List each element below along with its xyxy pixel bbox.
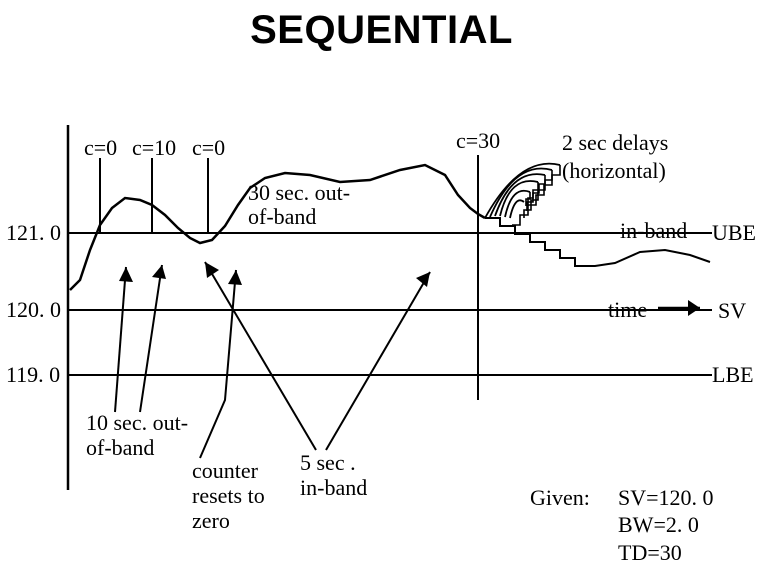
time-label: time xyxy=(608,297,647,322)
tick-c0a-label: c=0 xyxy=(84,135,117,160)
stairdown-2 xyxy=(524,170,552,218)
given-label: Given: xyxy=(530,485,590,510)
arrow-5-1 xyxy=(205,262,316,450)
arrow-10-1 xyxy=(115,267,126,412)
lbe-label: LBE xyxy=(712,362,754,387)
tick-c0b-label: c=0 xyxy=(192,135,225,160)
ube-label: UBE xyxy=(712,220,756,245)
arrow-5-2 xyxy=(326,272,430,450)
tick-c10-label: c=10 xyxy=(132,135,176,160)
y-label-120: 120. 0 xyxy=(6,297,61,322)
arrow-10-2 xyxy=(140,265,162,412)
ten-l1: 10 sec. out- xyxy=(86,410,188,435)
diagram-svg: 121. 0 120. 0 119. 0 c=0 c=10 c=0 c=30 2… xyxy=(0,0,763,588)
arrow-counter xyxy=(200,270,236,458)
y-label-119: 119. 0 xyxy=(6,362,60,387)
arrow-counter-head xyxy=(228,270,242,285)
oob30-l2: of-band xyxy=(248,204,316,229)
delays-l2: (horizontal) xyxy=(562,158,666,183)
given-l2: BW=2. 0 xyxy=(618,512,699,537)
arrow-10-1-head xyxy=(119,267,133,282)
curve-2 xyxy=(490,169,552,217)
c30-label: c=30 xyxy=(456,128,500,153)
oob30-l1: 30 sec. out- xyxy=(248,180,350,205)
ctr-l2: resets to xyxy=(192,483,265,508)
sv-label: SV xyxy=(718,298,746,323)
y-label-121: 121. 0 xyxy=(6,220,61,245)
five-l1: 5 sec . xyxy=(300,450,356,475)
delays-l1: 2 sec delays xyxy=(562,130,668,155)
ctr-l1: counter xyxy=(192,458,259,483)
given-l3: TD=30 xyxy=(618,540,682,565)
ten-l2: of-band xyxy=(86,435,154,460)
given-l1: SV=120. 0 xyxy=(618,485,714,510)
inband-label: in-band xyxy=(620,218,687,243)
time-arrow-head xyxy=(688,300,700,316)
ctr-l3: zero xyxy=(192,508,230,533)
arrow-10-2-head xyxy=(152,265,166,279)
five-l2: in-band xyxy=(300,475,367,500)
